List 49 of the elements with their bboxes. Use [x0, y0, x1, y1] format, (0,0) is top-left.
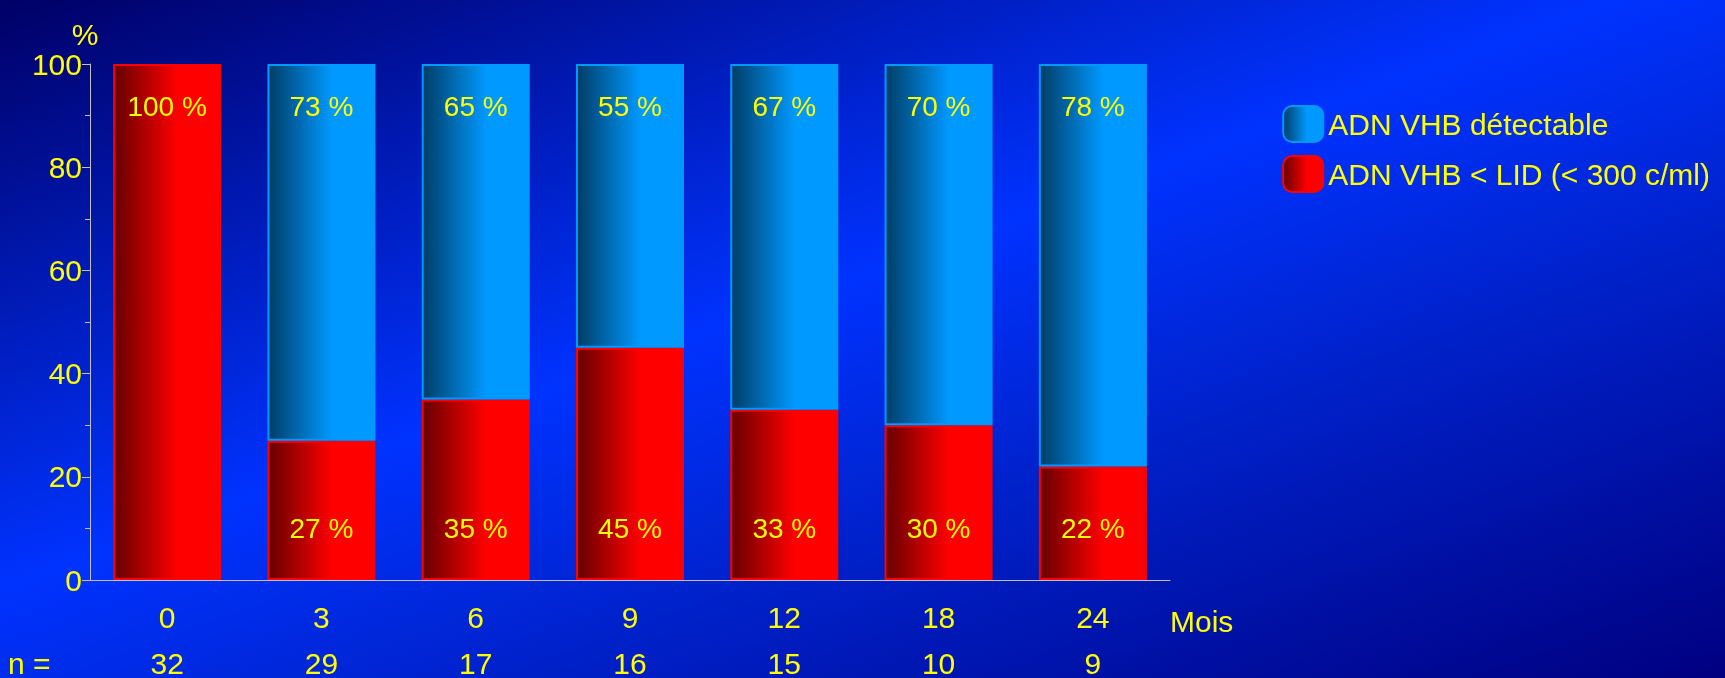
bar: [421, 399, 530, 580]
data-label: 45 %: [598, 512, 662, 544]
data-label: 55 %: [598, 90, 662, 122]
legend-label: ADN VHB détectable: [1328, 107, 1609, 141]
x-tick-label: 6: [467, 600, 485, 634]
y-tick-label: 20: [48, 460, 82, 494]
text: 29: [304, 646, 339, 678]
data-label: 67 %: [752, 90, 817, 122]
text: 10: [921, 646, 956, 678]
bar: [576, 347, 684, 580]
x-tick-label: 3: [313, 600, 330, 634]
bar: [421, 64, 530, 400]
data-label: 70 %: [906, 90, 971, 122]
text: 32: [150, 646, 184, 678]
x-tick-label: 12: [767, 600, 801, 634]
data-label: 78 %: [1060, 90, 1125, 122]
data-label: 65 %: [443, 90, 508, 122]
y-tick-label: 80: [48, 150, 82, 184]
legend-label: ADN VHB < LID (< 300 c/ml): [1328, 157, 1711, 191]
data-label: 73 %: [289, 90, 354, 122]
data-label: 22 %: [1060, 512, 1125, 544]
bar: [1038, 466, 1147, 580]
text: 9: [1084, 646, 1102, 678]
data-label: 27 %: [289, 512, 354, 544]
bar: [113, 64, 222, 580]
text: 16: [613, 646, 647, 678]
text: 15: [767, 646, 801, 678]
data-label: 35 %: [443, 512, 508, 544]
bar: [576, 64, 684, 348]
y-tick-label: 60: [48, 253, 82, 287]
data-label: 100 %: [127, 90, 207, 122]
bar: [267, 440, 376, 580]
y-tick-label: 0: [65, 563, 82, 597]
data-label: 30 %: [906, 512, 971, 544]
x-tick-label: 0: [158, 600, 176, 634]
bar: [267, 64, 376, 441]
text: 17: [459, 646, 493, 678]
text: n =: [8, 646, 51, 678]
x-tick-label: 9: [621, 600, 639, 634]
x-tick-label: 18: [921, 600, 956, 634]
x-tick-label: 24: [1076, 600, 1110, 634]
bar: [730, 64, 839, 410]
bar: [1038, 64, 1147, 467]
y-tick-label: 40: [48, 357, 82, 391]
data-label: 33 %: [752, 512, 817, 544]
bar: [884, 425, 993, 580]
x-axis-title: Mois: [1170, 604, 1234, 638]
bar: [730, 409, 839, 580]
bar: [884, 64, 993, 426]
